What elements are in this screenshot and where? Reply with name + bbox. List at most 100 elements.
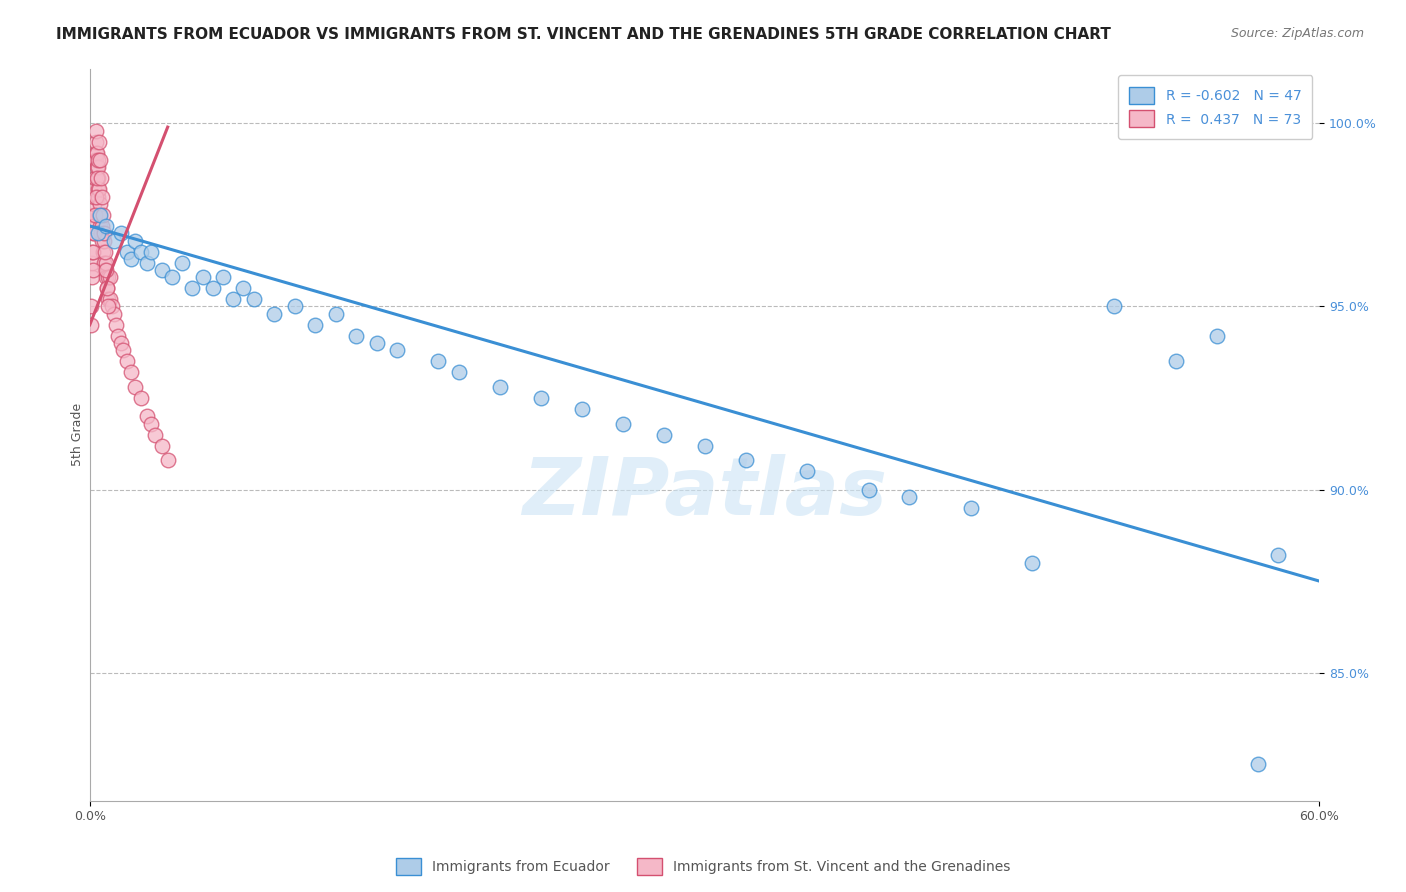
Point <box>734 453 756 467</box>
Point <box>82 227 104 241</box>
Point <box>82 263 104 277</box>
Point <box>111 343 134 358</box>
Point <box>120 252 142 266</box>
Point <box>91 208 114 222</box>
Point <box>80 255 103 269</box>
Point <box>86 171 108 186</box>
Point <box>129 244 152 259</box>
Point <box>612 417 634 431</box>
Point <box>83 197 105 211</box>
Point <box>87 182 110 196</box>
Point <box>84 171 107 186</box>
Point <box>84 189 107 203</box>
Point <box>93 255 115 269</box>
Point <box>232 281 254 295</box>
Point <box>212 270 235 285</box>
Point <box>150 439 173 453</box>
Point <box>960 500 983 515</box>
Point <box>103 234 125 248</box>
Point <box>84 135 107 149</box>
Point <box>652 427 675 442</box>
Legend: R = -0.602   N = 47, R =  0.437   N = 73: R = -0.602 N = 47, R = 0.437 N = 73 <box>1118 76 1312 138</box>
Point <box>156 453 179 467</box>
Point <box>447 365 470 379</box>
Point <box>101 300 124 314</box>
Point <box>87 208 110 222</box>
Point <box>263 307 285 321</box>
Point <box>124 234 146 248</box>
Point <box>145 427 167 442</box>
Point <box>201 281 224 295</box>
Point <box>83 182 105 196</box>
Point <box>82 219 104 233</box>
Point <box>87 161 110 175</box>
Point <box>91 189 114 203</box>
Point <box>242 292 264 306</box>
Point <box>82 244 104 259</box>
Point <box>120 365 142 379</box>
Point <box>107 328 129 343</box>
Point <box>89 153 111 167</box>
Point <box>82 244 104 259</box>
Point <box>136 409 159 424</box>
Point <box>97 292 120 306</box>
Point <box>1205 328 1227 343</box>
Point <box>97 270 120 285</box>
Point <box>115 354 138 368</box>
Point <box>796 464 818 478</box>
Point <box>693 439 716 453</box>
Point <box>87 135 110 149</box>
Point <box>89 219 111 233</box>
Point <box>84 153 107 167</box>
Point <box>141 417 163 431</box>
Point <box>110 227 132 241</box>
Point <box>222 292 245 306</box>
Point <box>110 336 132 351</box>
Point <box>86 171 108 186</box>
Point <box>89 197 111 211</box>
Point <box>858 483 880 497</box>
Point <box>325 307 347 321</box>
Point <box>86 161 108 175</box>
Point <box>571 402 593 417</box>
Point <box>191 270 214 285</box>
Point <box>427 354 450 368</box>
Point <box>96 219 118 233</box>
Point <box>136 255 159 269</box>
Point <box>530 391 553 405</box>
Text: Source: ZipAtlas.com: Source: ZipAtlas.com <box>1230 27 1364 40</box>
Point <box>1164 354 1187 368</box>
Point <box>96 281 118 295</box>
Point <box>90 171 112 186</box>
Legend: Immigrants from Ecuador, Immigrants from St. Vincent and the Grenadines: Immigrants from Ecuador, Immigrants from… <box>389 853 1017 880</box>
Point <box>83 189 105 203</box>
Point <box>129 391 152 405</box>
Point <box>160 270 183 285</box>
Text: IMMIGRANTS FROM ECUADOR VS IMMIGRANTS FROM ST. VINCENT AND THE GRENADINES 5TH GR: IMMIGRANTS FROM ECUADOR VS IMMIGRANTS FR… <box>56 27 1111 42</box>
Point <box>115 244 138 259</box>
Point <box>96 263 118 277</box>
Point <box>87 153 110 167</box>
Point <box>91 244 114 259</box>
Point <box>124 380 146 394</box>
Point <box>90 227 112 241</box>
Point <box>1267 549 1289 563</box>
Point <box>87 227 110 241</box>
Point <box>86 145 108 160</box>
Text: ZIPatlas: ZIPatlas <box>522 454 887 533</box>
Point <box>98 270 121 285</box>
Point <box>93 234 115 248</box>
Point <box>98 292 121 306</box>
Point <box>84 124 107 138</box>
Point <box>94 244 117 259</box>
Point <box>150 263 173 277</box>
Point <box>385 343 408 358</box>
Point <box>80 300 103 314</box>
Y-axis label: 5th Grade: 5th Grade <box>72 403 84 467</box>
Point <box>344 328 367 343</box>
Point <box>83 227 105 241</box>
Point <box>96 281 118 295</box>
Point <box>80 318 103 332</box>
Point <box>96 255 118 269</box>
Point <box>141 244 163 259</box>
